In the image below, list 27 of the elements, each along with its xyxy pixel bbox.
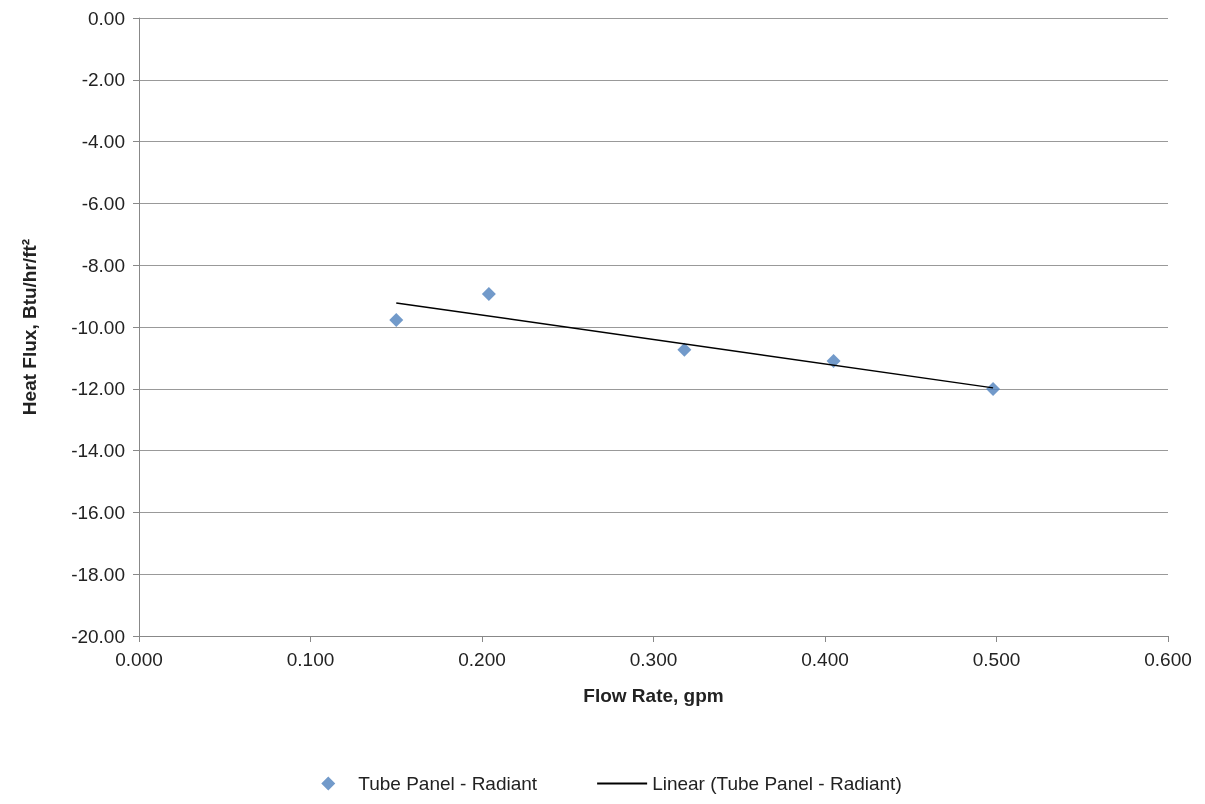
y-tick-label: 0.00 bbox=[88, 7, 125, 29]
x-tick-label: 0.100 bbox=[286, 649, 335, 670]
x-tick-label: 0.400 bbox=[801, 649, 849, 670]
y-tick-label: -6.00 bbox=[81, 192, 125, 214]
x-tick-label: 0.600 bbox=[1144, 649, 1192, 670]
point bbox=[677, 342, 692, 357]
y-tick-label: -2.00 bbox=[81, 69, 125, 91]
point bbox=[826, 353, 841, 368]
point bbox=[986, 382, 1001, 397]
x-tick-label: 0.500 bbox=[972, 649, 1021, 670]
y-tick-label: -10.00 bbox=[71, 316, 125, 338]
x-tick-label: 0.000 bbox=[115, 649, 163, 670]
y-axis-title: Heat Flux, Btu/hr/ft² bbox=[19, 238, 40, 416]
y-tick-label: -16.00 bbox=[71, 501, 125, 523]
y-tick-label: -12.00 bbox=[71, 378, 125, 400]
y-tick-label: -4.00 bbox=[81, 131, 125, 153]
legend-label: Linear (Tube Panel - Radiant) bbox=[652, 773, 902, 794]
point bbox=[481, 286, 496, 301]
x-axis-title: Flow Rate, gpm bbox=[583, 685, 724, 706]
point bbox=[389, 312, 404, 327]
y-tick-label: -18.00 bbox=[71, 563, 125, 585]
legend-label: Tube Panel - Radiant bbox=[358, 773, 538, 794]
x-tick-label: 0.200 bbox=[458, 649, 506, 670]
y-tick-label: -14.00 bbox=[71, 440, 125, 462]
y-tick-label: -20.00 bbox=[71, 625, 125, 647]
x-tick-label: 0.300 bbox=[629, 649, 678, 670]
y-tick-label: -8.00 bbox=[81, 254, 125, 276]
